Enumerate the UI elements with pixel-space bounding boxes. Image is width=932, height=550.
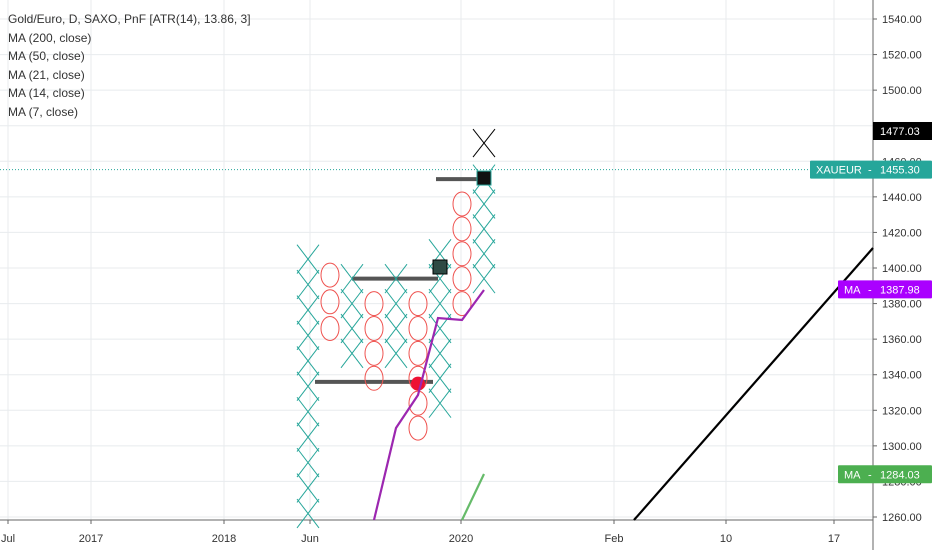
- legend-ma50[interactable]: MA (50, close): [8, 49, 85, 64]
- price-tag-bg: [810, 160, 932, 179]
- pnf-x-mark: [296, 320, 320, 351]
- y-tick-label: 1380.00: [882, 299, 922, 311]
- pnf-o-mark: [320, 289, 340, 315]
- pnf-o-mark: [320, 262, 340, 288]
- legend-ma14[interactable]: MA (14, close): [8, 86, 85, 101]
- y-tick-label: 1300.00: [882, 441, 922, 453]
- pnf-o-mark: [408, 415, 428, 441]
- pnf-x-mark: [340, 288, 364, 319]
- pnf-x-mark: [472, 214, 496, 244]
- pnf-x-mark: [428, 388, 452, 418]
- price-tag-sep: -: [868, 284, 872, 296]
- legend-ma7[interactable]: MA (7, close): [8, 104, 79, 119]
- pnf-x-mark: [296, 269, 320, 300]
- pnf-o-mark: [452, 191, 472, 217]
- pnf-x-mark: [296, 473, 320, 503]
- y-tick-label: 1400.00: [882, 263, 922, 275]
- price-tag-bg: [838, 465, 932, 484]
- x-tick-label: Jul: [1, 533, 15, 545]
- x-tick-label: 2017: [79, 533, 103, 545]
- pnf-x-mark: [296, 371, 320, 402]
- price-tag-value: 1387.98: [880, 284, 920, 296]
- price-tag-name: XAUEUR: [816, 165, 862, 177]
- pnf-x-mark: [384, 288, 408, 319]
- pnf-o-mark: [364, 340, 384, 366]
- x-tick-label: 2020: [449, 533, 473, 545]
- pnf-x-mark: [472, 239, 496, 269]
- pnf-o-mark: [364, 315, 384, 341]
- pnf-x-mark: [472, 189, 496, 219]
- y-tick-label: 1420.00: [882, 227, 922, 239]
- pnf-x-mark: [296, 396, 320, 427]
- y-tick-label: 1360.00: [882, 334, 922, 346]
- price-tag-value: 1455.30: [880, 165, 920, 177]
- ma-line: [372, 289, 485, 521]
- pnf-x-mark: [428, 363, 452, 394]
- price-tag-sep: -: [868, 469, 872, 481]
- pnf-o-mark: [364, 365, 384, 391]
- price-tag-bg: [838, 280, 932, 299]
- legend-ma21[interactable]: MA (21, close): [8, 67, 85, 82]
- pnf-o-mark: [452, 241, 472, 267]
- pnf-x-mark: [340, 263, 364, 294]
- pnf-x-mark: [428, 338, 452, 369]
- y-tick-label: 1440.00: [882, 192, 922, 204]
- pnf-o-mark: [320, 315, 340, 341]
- pnf-o-mark: [452, 216, 472, 242]
- price-tag-sep: -: [868, 165, 872, 177]
- pnf-x-mark: [296, 244, 320, 274]
- pnf-x-mark: [384, 313, 408, 344]
- y-tick-label: 1340.00: [882, 370, 922, 382]
- x-tick-label: 10: [720, 533, 732, 545]
- x-tick-label: Feb: [605, 533, 624, 545]
- current-box-x: [472, 128, 496, 158]
- y-tick-label: 1320.00: [882, 405, 922, 417]
- price-tag-name: MA: [844, 469, 861, 481]
- chart-legend: Gold/Euro, D, SAXO, PnF [ATR(14), 13.86,…: [8, 10, 251, 122]
- legend-title: Gold/Euro, D, SAXO, PnF [ATR(14), 13.86,…: [8, 12, 251, 26]
- pnf-x-mark: [296, 422, 320, 452]
- y-tick-label: 1500.00: [882, 85, 922, 97]
- pnf-o-mark: [408, 291, 428, 317]
- x-tick-label: 2018: [212, 533, 236, 545]
- y-tick-label: 1540.00: [882, 14, 922, 26]
- trend-line: [633, 247, 874, 521]
- pnf-x-mark: [472, 263, 496, 294]
- price-tag-value: 1284.03: [880, 469, 920, 481]
- pnf-o-mark: [408, 340, 428, 366]
- x-tick-label: 17: [828, 533, 840, 545]
- y-tick-label: 1260.00: [882, 512, 922, 524]
- pnf-x-mark: [296, 346, 320, 376]
- x-tick-label: Jun: [301, 533, 319, 545]
- price-tag-bg: [873, 121, 932, 140]
- pnf-x-mark: [340, 338, 364, 369]
- pnf-x-mark: [340, 313, 364, 344]
- pnf-x-mark: [296, 447, 320, 478]
- y-tick-label: 1520.00: [882, 50, 922, 62]
- price-tag-label: 1477.03: [880, 126, 920, 138]
- pnf-square-marker: [432, 259, 448, 275]
- pnf-o-mark: [452, 266, 472, 292]
- pnf-x-mark: [384, 263, 408, 294]
- pnf-o-mark: [364, 291, 384, 317]
- pnf-x-mark: [428, 288, 452, 319]
- price-tag-name: MA: [844, 284, 861, 296]
- legend-ma200[interactable]: MA (200, close): [8, 30, 92, 45]
- pnf-x-mark: [296, 295, 320, 325]
- pnf-x-mark: [384, 338, 408, 369]
- pnf-square-marker: [476, 170, 492, 186]
- pnf-x-mark: [296, 498, 320, 529]
- pnf-o-mark: [408, 315, 428, 341]
- ma-line: [461, 473, 485, 521]
- pnf-o-mark: [452, 291, 472, 317]
